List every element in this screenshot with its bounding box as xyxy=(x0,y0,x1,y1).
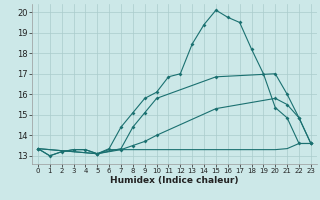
X-axis label: Humidex (Indice chaleur): Humidex (Indice chaleur) xyxy=(110,176,239,185)
